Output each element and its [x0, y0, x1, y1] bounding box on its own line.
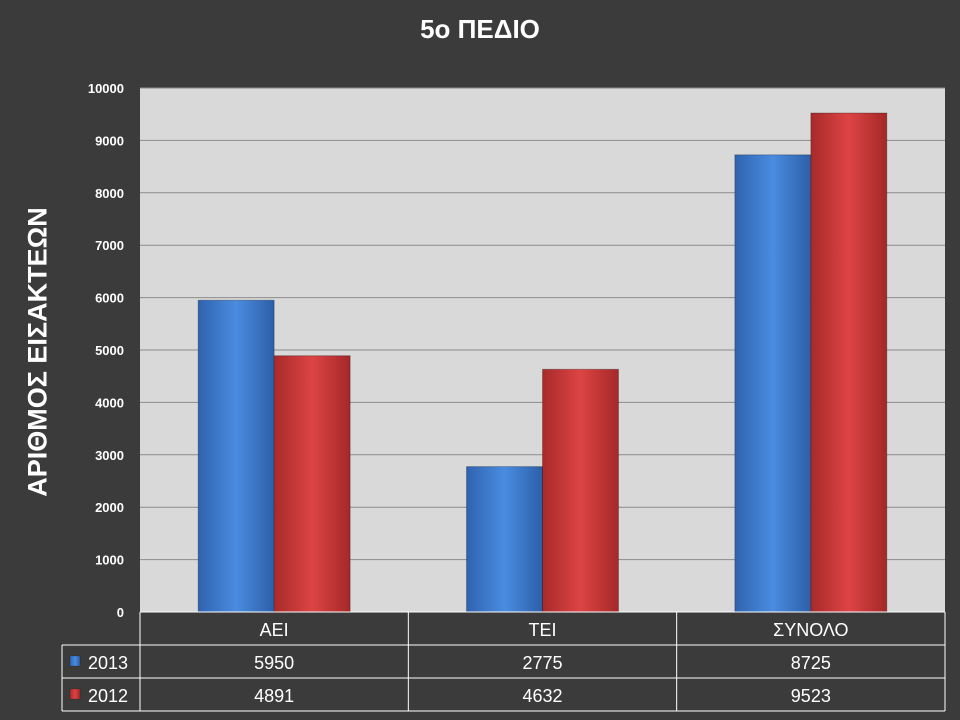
- data-label-2013: 5950: [254, 653, 294, 673]
- bar-2012-2: [542, 368, 619, 613]
- y-tick-label: 1000: [95, 553, 124, 568]
- legend-label-2013: 2013: [88, 653, 128, 673]
- bar-2012-1: [273, 355, 351, 613]
- y-tick-label: 8000: [95, 186, 124, 201]
- category-label: ΑΕΙ: [260, 620, 289, 640]
- bar-2013-1: [197, 299, 275, 613]
- y-tick-label: 7000: [95, 238, 124, 253]
- y-tick-label: 0: [117, 605, 124, 620]
- y-tick-label: 3000: [95, 448, 124, 463]
- data-label-2012: 4632: [522, 686, 562, 706]
- y-tick-label: 4000: [95, 395, 124, 410]
- y-tick-label: 6000: [95, 291, 124, 306]
- bar-2013-3: [734, 154, 812, 613]
- y-tick-label: 2000: [95, 500, 124, 515]
- y-tick-label: 5000: [95, 343, 124, 358]
- category-label: ΤΕΙ: [528, 620, 556, 640]
- legend-swatch-2012: [69, 688, 81, 700]
- y-tick-label: 10000: [88, 81, 124, 96]
- chart-title: 5ο ΠΕΔΙΟ: [420, 14, 540, 44]
- bar-2013-2: [466, 466, 543, 613]
- category-label: ΣΥΝΟΛΟ: [773, 620, 848, 640]
- data-label-2013: 2775: [522, 653, 562, 673]
- data-label-2013: 8725: [791, 653, 831, 673]
- legend-swatch-2013: [69, 655, 81, 667]
- y-tick-label: 9000: [95, 133, 124, 148]
- data-label-2012: 9523: [791, 686, 831, 706]
- legend-label-2012: 2012: [88, 686, 128, 706]
- bar-2012-3: [810, 112, 888, 613]
- data-label-2012: 4891: [254, 686, 294, 706]
